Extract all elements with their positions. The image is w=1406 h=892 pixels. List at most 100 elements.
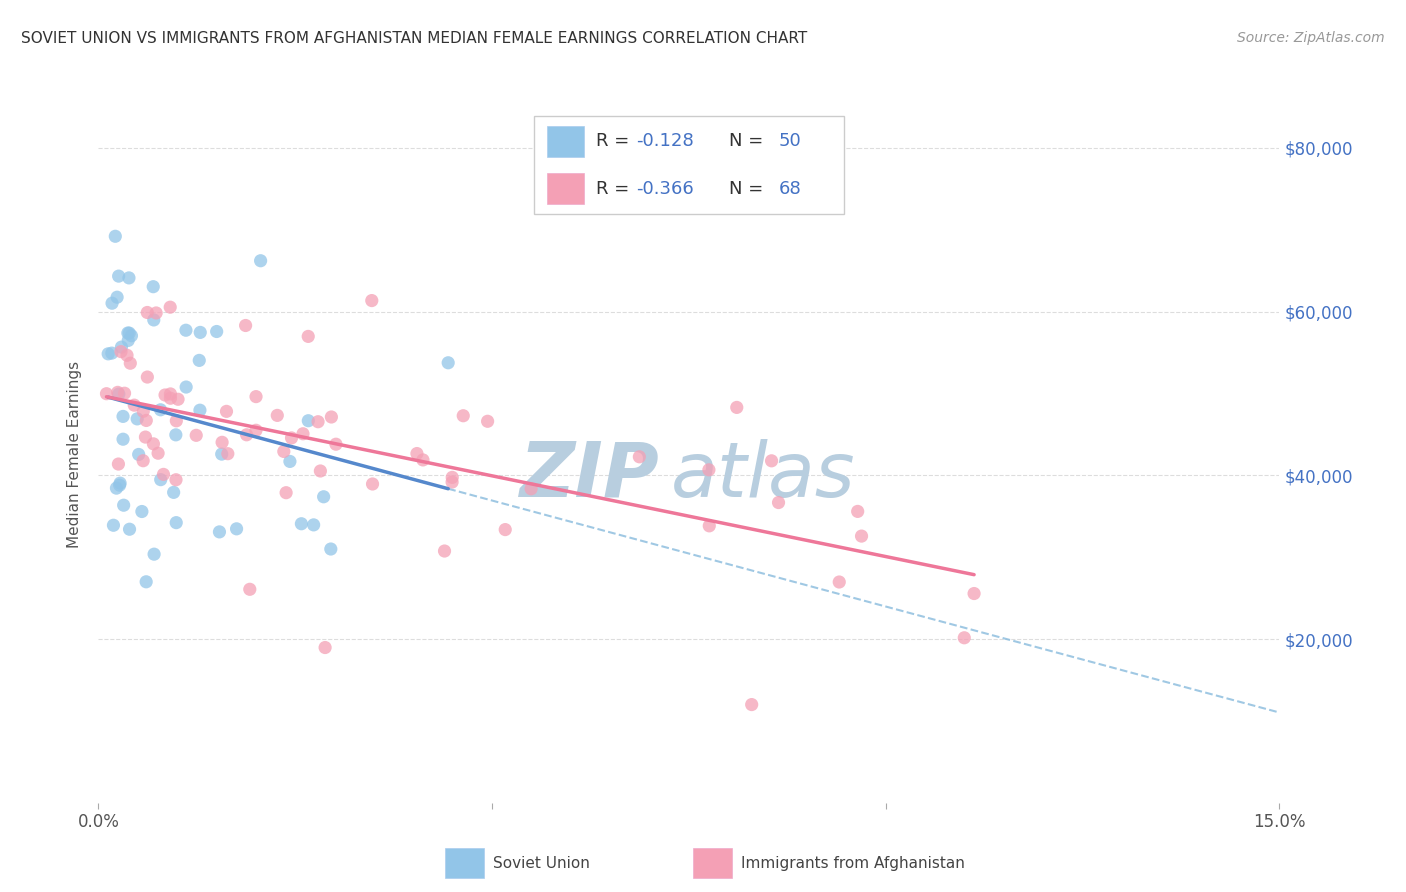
Point	[278, 454, 301, 468]
Point	[107, 269, 129, 284]
Point	[135, 413, 157, 427]
Text: 50: 50	[779, 133, 801, 151]
Point	[437, 356, 460, 370]
Text: Soviet Union: Soviet Union	[492, 855, 589, 871]
Point	[118, 271, 141, 285]
Point	[134, 430, 156, 444]
Point	[851, 529, 873, 543]
Point	[159, 300, 181, 314]
Text: N =: N =	[730, 179, 769, 197]
Point	[725, 401, 748, 415]
Point	[174, 380, 197, 394]
Point	[174, 323, 197, 337]
Point	[117, 326, 139, 340]
Point	[361, 477, 384, 491]
Text: R =: R =	[596, 133, 636, 151]
Point	[108, 476, 131, 491]
Point	[104, 229, 127, 244]
Bar	[547, 126, 583, 157]
Point	[477, 414, 499, 428]
Point	[217, 447, 239, 461]
Point	[128, 447, 150, 461]
Point	[768, 495, 790, 509]
Bar	[547, 173, 583, 204]
Point	[280, 431, 302, 445]
Point	[112, 432, 135, 446]
Point	[441, 475, 464, 489]
Text: SOVIET UNION VS IMMIGRANTS FROM AFGHANISTAN MEDIAN FEMALE EARNINGS CORRELATION C: SOVIET UNION VS IMMIGRANTS FROM AFGHANIS…	[21, 31, 807, 46]
Point	[321, 409, 343, 424]
Y-axis label: Median Female Earnings: Median Female Earnings	[67, 361, 83, 549]
Point	[188, 403, 211, 417]
Point	[108, 478, 131, 492]
Point	[165, 473, 187, 487]
Point	[697, 463, 720, 477]
Bar	[446, 848, 484, 878]
Point	[165, 516, 187, 530]
Point	[235, 427, 257, 442]
Text: 68: 68	[779, 179, 801, 197]
Point	[118, 326, 141, 340]
Point	[114, 386, 136, 401]
Point	[115, 348, 138, 362]
Point	[165, 414, 187, 428]
Point	[136, 370, 159, 384]
Point	[110, 340, 132, 354]
Point	[245, 423, 267, 437]
Point	[101, 296, 124, 310]
Point	[120, 356, 142, 370]
Point	[211, 435, 233, 450]
Text: R =: R =	[596, 179, 636, 197]
Point	[132, 454, 155, 468]
Point	[159, 391, 181, 405]
Point	[167, 392, 190, 407]
Text: -0.128: -0.128	[637, 133, 695, 151]
Point	[136, 305, 159, 319]
Point	[120, 328, 142, 343]
Point	[360, 293, 382, 308]
Point	[297, 329, 319, 343]
Point	[142, 279, 165, 293]
Point	[963, 586, 986, 600]
Point	[245, 390, 267, 404]
Point	[107, 457, 129, 471]
Point	[107, 385, 129, 400]
Point	[153, 388, 176, 402]
Point	[110, 344, 132, 359]
Point	[828, 574, 851, 589]
Point	[406, 446, 429, 460]
Point	[205, 325, 228, 339]
Point	[135, 574, 157, 589]
Point	[291, 426, 314, 441]
Point	[953, 631, 976, 645]
Point	[846, 504, 869, 518]
Point	[249, 253, 271, 268]
Bar	[693, 848, 731, 878]
Point	[302, 517, 325, 532]
Text: Immigrants from Afghanistan: Immigrants from Afghanistan	[741, 855, 965, 871]
Point	[188, 353, 211, 368]
Point	[105, 290, 128, 304]
Text: N =: N =	[730, 133, 769, 151]
Point	[112, 498, 135, 512]
Point	[101, 346, 124, 360]
Point	[149, 473, 172, 487]
Point	[105, 481, 128, 495]
Point	[412, 453, 434, 467]
Point	[273, 444, 295, 458]
Point	[239, 582, 262, 597]
Point	[741, 698, 763, 712]
Point	[266, 409, 288, 423]
Point	[494, 523, 516, 537]
Point	[118, 522, 141, 536]
Point	[628, 450, 651, 464]
Point	[152, 467, 174, 482]
Point	[97, 347, 120, 361]
Point	[131, 504, 153, 518]
Point	[122, 398, 145, 412]
Point	[96, 386, 118, 401]
Text: ZIP: ZIP	[520, 439, 659, 513]
Point	[441, 470, 464, 484]
Point	[211, 447, 233, 461]
Point	[309, 464, 332, 478]
